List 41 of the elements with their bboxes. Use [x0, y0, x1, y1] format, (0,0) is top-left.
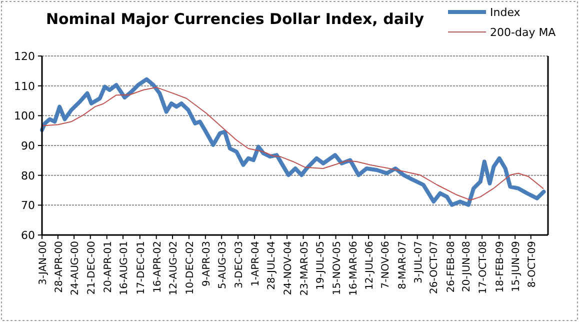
y-tick-label: 120: [14, 50, 35, 63]
y-tick-label: 90: [21, 140, 35, 152]
x-tick-label: 16-APR-02: [152, 241, 164, 293]
x-tick-label: 5-AUG-03: [218, 241, 229, 289]
x-tick-label: 15-JUN-09: [511, 241, 522, 292]
x-tick-label: 28-APR-00: [54, 241, 65, 293]
legend-label: 200-day MA: [490, 26, 556, 39]
x-tick-label: 23-MAR-05: [299, 241, 310, 296]
y-tick-label: 100: [14, 110, 35, 123]
x-tick-label: 26-OCT-07: [429, 241, 440, 294]
x-tick-label: 12-AUG-02: [168, 241, 180, 296]
x-tick-label: 24-AUG-00: [70, 241, 82, 296]
x-tick-label: 3-DEC-03: [234, 241, 246, 288]
x-tick-label: 12-JUL-06: [364, 241, 376, 290]
x-tick-label: 8-OCT-09: [526, 241, 538, 288]
x-tick-label: 3-JUL-07: [413, 241, 424, 284]
x-tick-label: 3-JAN-00: [38, 241, 49, 285]
x-tick-label: 9-APR-03: [201, 241, 212, 286]
x-tick-label: 8-MAR-07: [397, 241, 408, 290]
x-tick-label: 1-APR-04: [250, 241, 262, 286]
x-tick-label: 28-JUL-04: [266, 241, 278, 290]
x-tick-label: 7-NOV-06: [380, 241, 392, 289]
x-tick-label: 21-DEC-00: [86, 241, 98, 295]
x-tick-label: 15-NOV-05: [332, 241, 343, 296]
legend-label: Index: [490, 6, 521, 19]
x-tick-label: 10-DEC-02: [184, 241, 196, 295]
x-tick-label: 16-AUG-01: [119, 241, 130, 296]
x-tick-label: 20-APR-01: [102, 241, 114, 293]
y-tick-label: 60: [21, 229, 35, 242]
x-tick-label: 20-JUN-08: [462, 241, 473, 292]
x-tick-label: 16-MAR-06: [348, 241, 360, 296]
x-tick-label: 17-OCT-08: [478, 241, 490, 294]
x-tick-label: 24-NOV-04: [282, 241, 294, 296]
x-tick-label: 19-JUL-05: [315, 241, 326, 290]
chart-title: Nominal Major Currencies Dollar Index, daily: [46, 10, 424, 28]
x-tick-label: 18-FEB-09: [495, 241, 506, 293]
y-tick-label: 80: [21, 169, 35, 182]
x-tick-label: 17-DEC-01: [136, 241, 147, 295]
y-tick-label: 110: [14, 80, 35, 93]
x-tick-label: 26-FEB-08: [446, 241, 457, 293]
y-tick-label: 70: [21, 199, 35, 212]
